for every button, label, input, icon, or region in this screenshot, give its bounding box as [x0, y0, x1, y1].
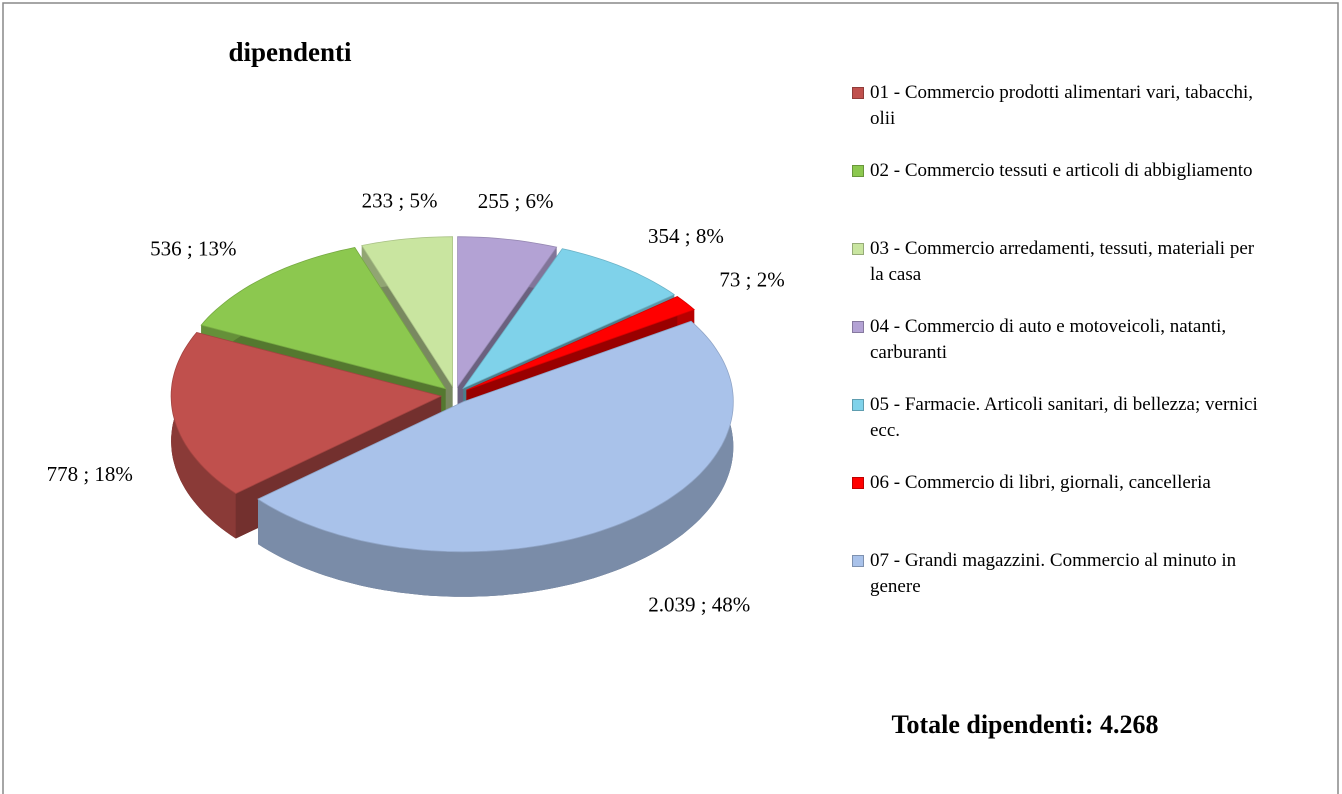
legend-swatch [852, 477, 864, 489]
slice-side [258, 321, 734, 597]
slice-top [457, 236, 558, 388]
data-label: 233 ; 5% [362, 189, 438, 213]
legend-label: 06 - Commercio di libri, giornali, cance… [870, 472, 1211, 493]
legend-entry: 06 - Commercio di libri, giornali, cance… [852, 470, 1262, 548]
data-label: 536 ; 13% [150, 236, 236, 260]
slice-top [466, 296, 695, 391]
legend-entry: 02 - Commercio tessuti e articoli di abb… [852, 158, 1262, 236]
legend-swatch [852, 165, 864, 177]
slice-top [462, 248, 676, 390]
legend-label: 02 - Commercio tessuti e articoli di abb… [870, 160, 1253, 181]
slice-top [361, 236, 453, 389]
slice-top [170, 331, 443, 494]
data-label: 255 ; 6% [478, 189, 554, 213]
legend-swatch [852, 243, 864, 255]
data-label: 2.039 ; 48% [648, 593, 750, 617]
legend-entry: 03 - Commercio arredamenti, tessuti, mat… [852, 236, 1262, 314]
legend-swatch [852, 399, 864, 411]
slice-top [257, 320, 734, 553]
legend-label: 04 - Commercio di auto e motoveicoli, na… [870, 316, 1227, 363]
legend: 01 - Commercio prodotti alimentari vari,… [852, 80, 1262, 626]
data-label: 354 ; 8% [648, 224, 724, 248]
legend-entry: 07 - Grandi magazzini. Commercio al minu… [852, 548, 1262, 626]
total-annotation: Totale dipendenti: 4.268 [891, 710, 1158, 739]
legend-swatch [852, 555, 864, 567]
legend-entry: 01 - Commercio prodotti alimentari vari,… [852, 80, 1262, 158]
data-label: 778 ; 18% [47, 462, 133, 486]
legend-entry: 05 - Farmacie. Articoli sanitari, di bel… [852, 392, 1262, 470]
legend-entry: 04 - Commercio di auto e motoveicoli, na… [852, 314, 1262, 392]
legend-label: 03 - Commercio arredamenti, tessuti, mat… [870, 238, 1255, 285]
legend-label: 07 - Grandi magazzini. Commercio al minu… [870, 550, 1237, 597]
chart-title: dipendenti [228, 37, 352, 67]
data-label: 73 ; 2% [719, 267, 784, 291]
slice-top [200, 247, 447, 390]
legend-swatch [852, 87, 864, 99]
pie-slice [257, 320, 734, 597]
legend-label: 01 - Commercio prodotti alimentari vari,… [870, 82, 1254, 129]
legend-swatch [852, 321, 864, 333]
legend-label: 05 - Farmacie. Articoli sanitari, di bel… [870, 394, 1258, 441]
